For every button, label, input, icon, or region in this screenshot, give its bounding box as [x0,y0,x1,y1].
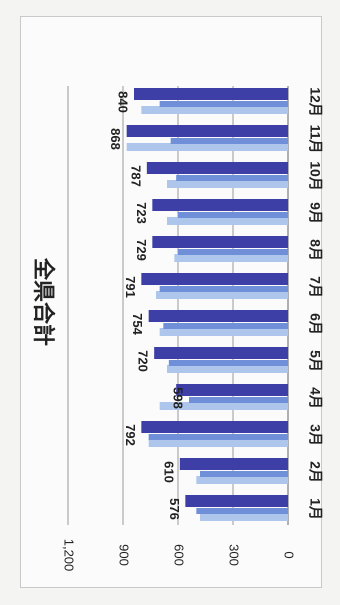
bar [200,513,288,521]
bar [168,360,288,366]
y-tick-label: 900 [117,544,132,566]
x-tick-label: 4月 [307,387,323,409]
bar [178,212,288,218]
bar [126,143,289,151]
bar [159,101,288,107]
bar [200,471,288,477]
bar [141,273,288,285]
bar [196,476,288,484]
bar [126,125,289,137]
x-tick-label: 2月 [307,461,323,483]
x-tick-label: 6月 [307,313,323,335]
bar [159,286,288,292]
bar [176,175,288,181]
bar [152,236,288,248]
bar [167,217,288,225]
bar [178,249,288,255]
bars [126,88,289,521]
data-label: 576 [167,498,182,520]
bar [159,402,288,410]
bar [163,323,288,329]
bar [189,397,288,403]
x-axis-ticks: 1月 2月 3月 4月 5月 6月 7月 8月 9月 10月 11月 12月 [307,87,323,520]
y-tick-label: 300 [227,544,242,566]
data-label: 610 [161,461,176,483]
chart-title: 全県合計 [31,257,56,346]
x-tick-label: 11月 [307,125,323,154]
bar [185,495,288,507]
bar [196,508,288,514]
x-tick-label: 7月 [307,276,323,298]
gridlines [67,86,289,525]
value-labels: 576 610 792 598 720 754 791 729 723 787 868 840 [108,91,185,520]
x-tick-label: 8月 [307,239,323,261]
bar [146,162,288,174]
data-label: 868 [108,128,123,150]
data-label: 723 [134,202,149,224]
bar [152,199,288,211]
bar [134,88,288,100]
data-label: 792 [123,424,138,446]
x-tick-label: 5月 [307,350,323,372]
bar [141,421,288,433]
data-label: 729 [134,239,149,261]
bar [148,439,288,447]
y-axis-ticks: 0 300 600 900 1,200 [62,539,297,572]
bar [167,180,288,188]
data-label: 598 [171,387,186,409]
y-tick-label: 600 [172,544,187,566]
data-label: 754 [130,313,145,335]
x-tick-label: 10月 [307,161,323,191]
data-label: 720 [136,350,151,372]
bar [154,347,288,359]
data-label: 840 [116,91,131,113]
data-label: 787 [128,165,143,187]
x-tick-label: 9月 [307,202,323,224]
bar [159,328,288,336]
bar [179,458,288,470]
x-tick-label: 1月 [307,498,323,520]
y-tick-label: 1,200 [62,539,77,572]
y-tick-label: 0 [282,551,297,558]
bar [176,384,288,396]
x-tick-label: 3月 [307,424,323,446]
bar [167,365,288,373]
x-tick-label: 12月 [307,87,323,117]
bar [148,310,288,322]
bar [170,138,288,144]
bar [141,106,288,114]
data-label: 791 [123,276,138,298]
bar [174,254,288,262]
bar [148,434,288,440]
bar [156,291,288,299]
